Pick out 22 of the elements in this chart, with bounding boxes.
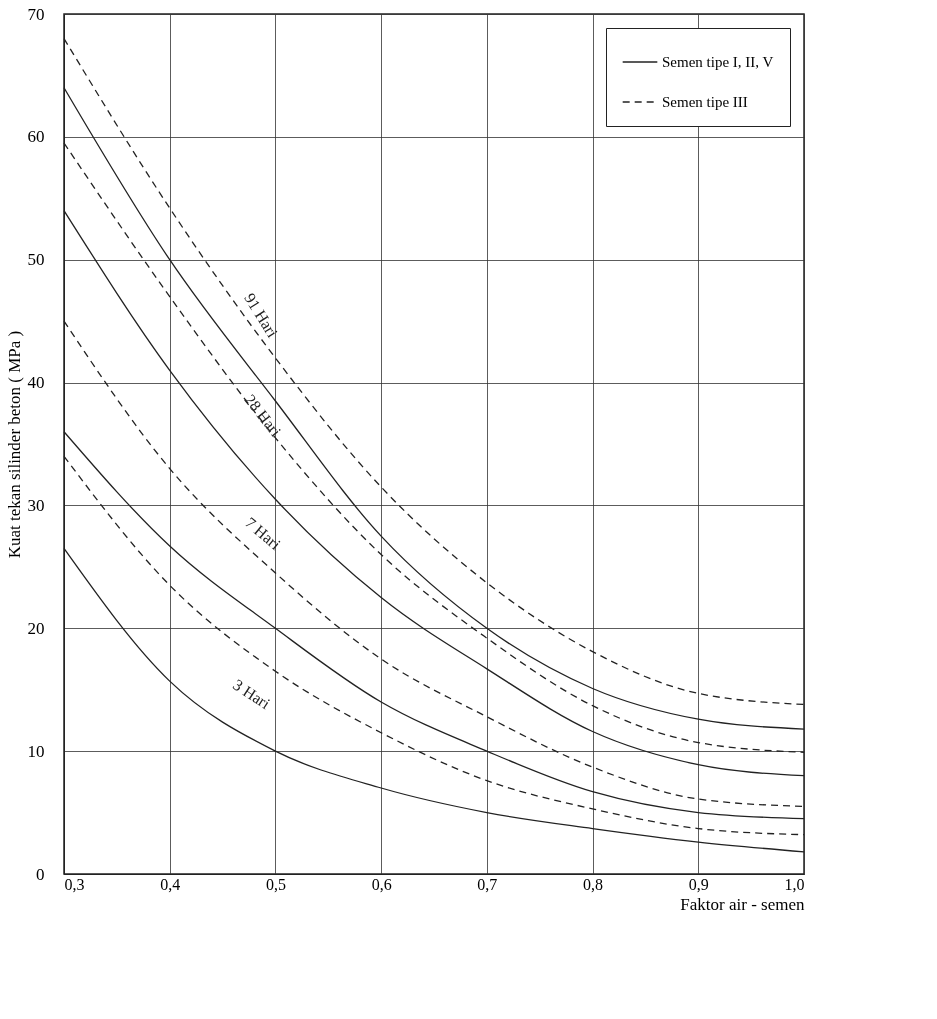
y-tick-label: 20: [27, 618, 45, 638]
y-tick-label: 70: [27, 4, 45, 24]
legend-label: Semen tipe I, II, V: [662, 54, 774, 70]
x-tick-label: 0,7: [477, 875, 498, 893]
y-tick-label: 0: [36, 864, 45, 884]
legend-label: Semen tipe III: [662, 94, 748, 110]
x-axis-title: Faktor air - semen: [680, 894, 805, 914]
x-tick-label: 0,4: [160, 875, 181, 893]
x-tick-label: 1,0: [784, 875, 805, 893]
x-tick-label: 0,5: [265, 875, 286, 893]
y-tick-label: 10: [27, 741, 45, 761]
x-tick-label: 0,8: [583, 875, 604, 893]
y-axis-title: Kuat tekan silinder beton ( MPa ): [4, 330, 24, 559]
annotation: 7 Hari: [241, 513, 285, 554]
y-tick-label: 60: [27, 127, 45, 147]
annotation: 3 Hari: [230, 675, 274, 713]
x-tick-label: 0,3: [64, 875, 85, 893]
x-tick-label: 0,9: [688, 875, 709, 893]
y-tick-label: 50: [27, 250, 45, 270]
x-tick-label: 0,6: [371, 875, 392, 893]
y-tick-label: 30: [27, 495, 45, 515]
y-tick-label: 40: [27, 373, 45, 393]
